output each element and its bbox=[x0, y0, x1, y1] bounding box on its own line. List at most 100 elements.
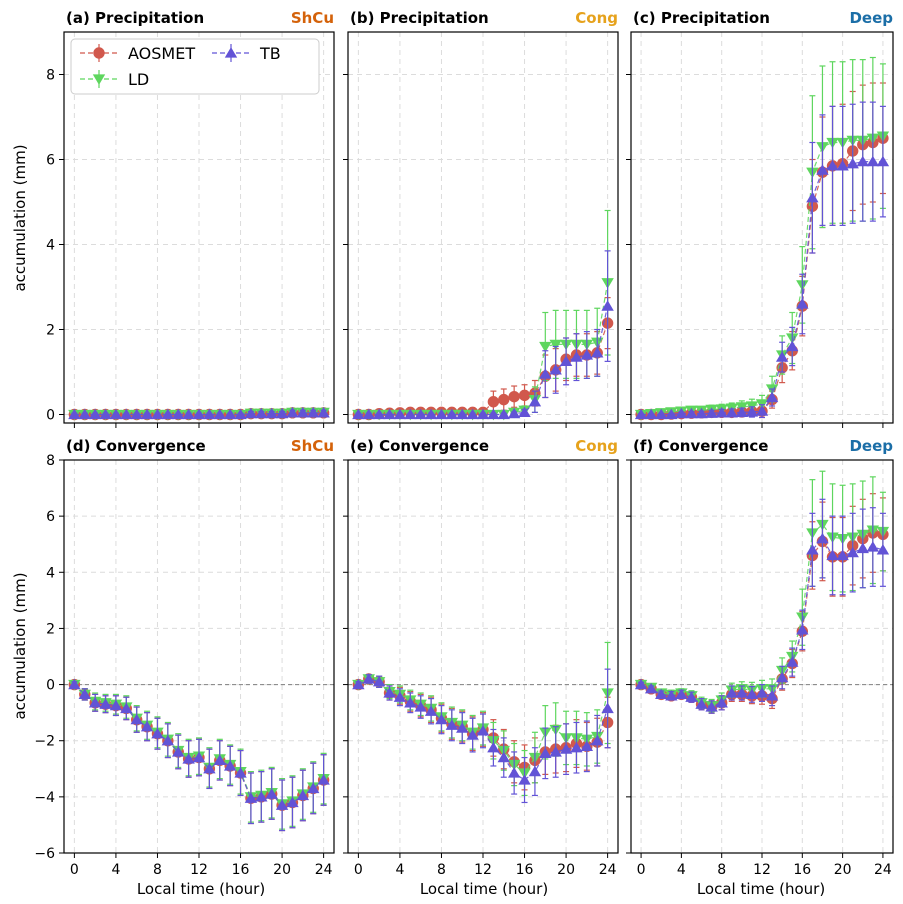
data-point bbox=[715, 406, 728, 418]
data-point bbox=[497, 408, 510, 420]
data-point bbox=[151, 408, 164, 420]
panel-a: 0 2 4 6 8 (a) Precipitation ShCu bbox=[46, 9, 335, 428]
data-point bbox=[826, 549, 839, 561]
data-point bbox=[816, 532, 829, 544]
data-point bbox=[296, 406, 310, 418]
series-tb bbox=[68, 678, 330, 832]
y-tick-label: 6 bbox=[46, 153, 55, 169]
x-tick-label: 24 bbox=[315, 862, 333, 878]
data-point bbox=[796, 623, 809, 635]
data-point bbox=[265, 788, 278, 799]
data-point bbox=[497, 751, 510, 763]
data-point bbox=[466, 408, 479, 420]
data-point bbox=[528, 395, 542, 407]
y-tick-label: 8 bbox=[46, 68, 55, 84]
data-point bbox=[816, 164, 829, 175]
legend-item-ld: LD bbox=[80, 70, 149, 89]
data-point bbox=[559, 743, 573, 754]
panel-tag: Cong bbox=[575, 437, 618, 455]
data-point bbox=[559, 355, 573, 367]
data-point bbox=[120, 408, 133, 420]
data-point bbox=[372, 675, 386, 687]
data-point bbox=[213, 408, 226, 420]
data-point bbox=[765, 689, 779, 701]
data-point bbox=[255, 790, 268, 802]
y-tick-label: 0 bbox=[46, 678, 55, 694]
data-point bbox=[161, 734, 175, 746]
data-point bbox=[745, 688, 759, 700]
data-point bbox=[307, 406, 320, 418]
x-tick-label: 8 bbox=[153, 862, 162, 878]
data-point bbox=[644, 408, 658, 420]
data-point bbox=[487, 408, 500, 420]
data-point bbox=[307, 782, 320, 794]
y-tick-label: 8 bbox=[46, 453, 55, 469]
data-point bbox=[705, 701, 718, 712]
data-point bbox=[182, 753, 195, 764]
legend-label: LD bbox=[128, 70, 149, 89]
panel-tag: Deep bbox=[849, 437, 893, 455]
y-tick-label: 4 bbox=[46, 565, 55, 581]
x-tick-label: 12 bbox=[753, 862, 771, 878]
data-point bbox=[806, 191, 819, 203]
x-axis-label-f: Local time (hour) bbox=[697, 880, 825, 898]
data-point bbox=[866, 155, 880, 167]
data-point bbox=[856, 155, 869, 167]
legend: AOSMET LD TB bbox=[70, 38, 320, 95]
data-point bbox=[424, 705, 438, 716]
panel-b: (b) Precipitation Cong bbox=[343, 9, 619, 428]
x-tick-label: 20 bbox=[834, 862, 852, 878]
legend-marker bbox=[224, 47, 238, 58]
x-tick-label: 24 bbox=[599, 862, 617, 878]
data-point bbox=[435, 713, 448, 725]
x-tick-label: 0 bbox=[637, 862, 646, 878]
data-point bbox=[836, 159, 849, 171]
data-point bbox=[203, 408, 216, 420]
data-point bbox=[88, 696, 102, 708]
legend-label: TB bbox=[259, 44, 281, 63]
data-point bbox=[796, 298, 809, 309]
data-point bbox=[591, 346, 604, 358]
y-tick-label: 4 bbox=[46, 238, 55, 254]
data-point bbox=[876, 543, 890, 555]
data-point bbox=[404, 408, 417, 420]
data-point bbox=[539, 747, 552, 758]
legend-label: AOSMET bbox=[128, 44, 195, 63]
data-point bbox=[393, 691, 407, 702]
panel-tag: ShCu bbox=[291, 9, 334, 27]
panel-e: 0 4 8 12 16 20 24 (e) Convergence Cong bbox=[343, 437, 619, 878]
data-point bbox=[528, 765, 542, 777]
data-point bbox=[705, 407, 718, 418]
x-tick-label: 4 bbox=[111, 862, 120, 878]
data-point bbox=[685, 407, 698, 419]
data-point bbox=[539, 368, 552, 379]
y-tick-label: 6 bbox=[46, 509, 55, 525]
legend-marker bbox=[92, 74, 106, 85]
data-point bbox=[234, 767, 247, 778]
data-point bbox=[775, 671, 789, 683]
x-tick-label: 20 bbox=[557, 862, 575, 878]
data-point bbox=[539, 341, 552, 353]
data-point bbox=[182, 408, 195, 420]
x-axis-label-d: Local time (hour) bbox=[137, 880, 265, 898]
data-point bbox=[856, 542, 869, 554]
data-point bbox=[518, 774, 531, 785]
data-point bbox=[466, 729, 479, 740]
data-point bbox=[265, 407, 278, 419]
data-point bbox=[130, 713, 143, 725]
x-tick-label: 12 bbox=[474, 862, 492, 878]
data-point bbox=[109, 408, 123, 420]
data-point bbox=[352, 678, 365, 690]
data-point bbox=[88, 408, 102, 420]
data-point bbox=[846, 546, 859, 558]
data-point bbox=[317, 406, 330, 418]
data-point bbox=[445, 408, 459, 420]
data-point bbox=[826, 159, 839, 171]
x-axis-label-e: Local time (hour) bbox=[420, 880, 548, 898]
data-point bbox=[601, 300, 614, 311]
series-tb bbox=[634, 101, 890, 420]
data-point bbox=[507, 407, 521, 419]
data-point bbox=[570, 741, 583, 753]
data-point bbox=[665, 408, 678, 420]
data-point bbox=[644, 682, 658, 694]
